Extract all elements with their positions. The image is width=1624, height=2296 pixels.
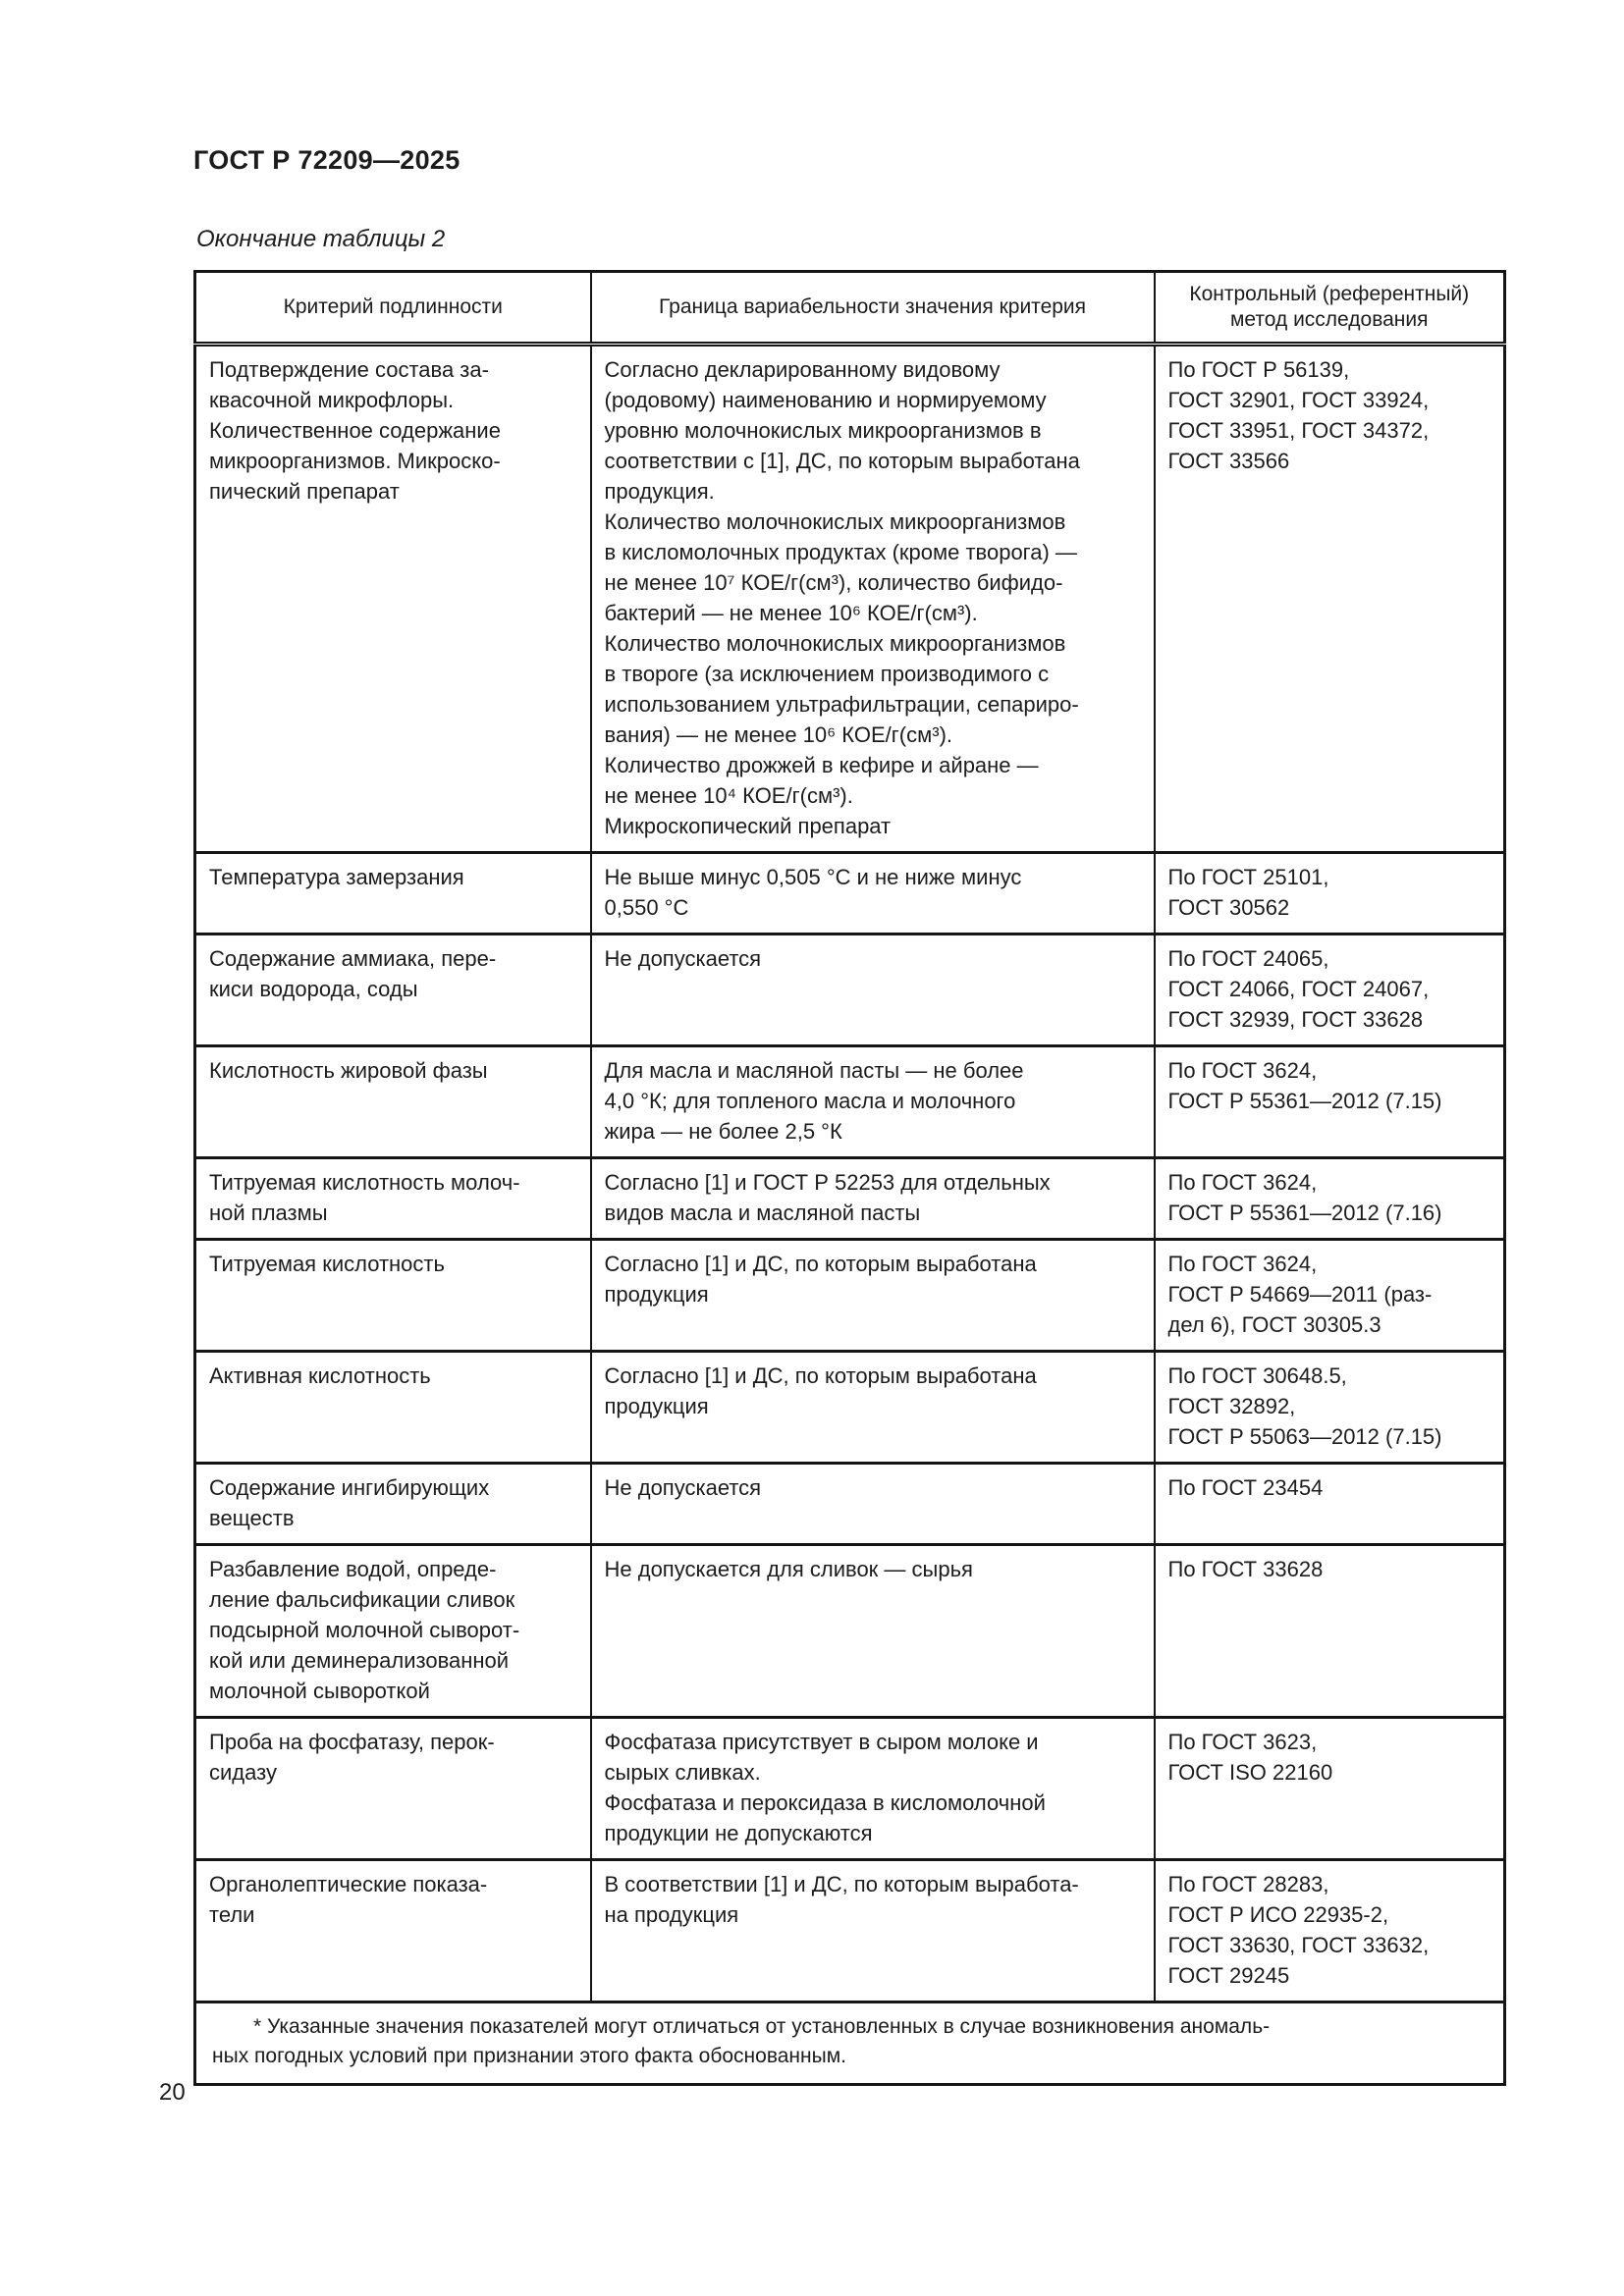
table-row: Титруемая кислотность молоч- ной плазмы … [193,1156,1506,1241]
cell-method: По ГОСТ 3624, ГОСТ Р 55361—2012 (7.15) [1153,1044,1506,1159]
cell-method: По ГОСТ 3624, ГОСТ Р 54669—2011 (раз- де… [1153,1238,1506,1353]
cell-limit: Не выше минус 0,505 °С и не ниже минус 0… [589,851,1156,935]
cell-method: По ГОСТ 3624, ГОСТ Р 55361—2012 (7.16) [1153,1156,1506,1241]
cell-method: По ГОСТ 30648.5, ГОСТ 32892, ГОСТ Р 5506… [1153,1350,1506,1465]
doc-designation: ГОСТ Р 72209—2025 [193,145,460,175]
col-header-method: Контрольный (референтный) метод исследов… [1153,270,1506,347]
cell-method: По ГОСТ 25101, ГОСТ 30562 [1153,851,1506,935]
table-row: Температура замерзания Не выше минус 0,5… [193,851,1506,935]
table-row: Органолептические показа- тели В соответ… [193,1858,1506,2003]
table-row: Титруемая кислотность Согласно [1] и ДС,… [193,1238,1506,1353]
table-header-row: Критерий подлинности Граница вариабельно… [193,270,1506,347]
table-footnote: * Указанные значения показателей могут о… [193,2001,1506,2086]
table-row: Разбавление водой, опреде- ление фальсиф… [193,1543,1506,1719]
col-header-limit: Граница вариабельности значения критерия [589,270,1156,347]
cell-criterion: Разбавление водой, опреде- ление фальсиф… [193,1543,592,1719]
table-row: Проба на фосфатазу, перок- сидазу Фосфат… [193,1716,1506,1861]
cell-criterion: Титруемая кислотность [193,1238,592,1353]
cell-criterion: Подтверждение состава за- квасочной микр… [193,343,592,854]
cell-limit: Согласно [1] и ДС, по которым выработана… [589,1350,1156,1465]
cell-method: По ГОСТ Р 56139, ГОСТ 32901, ГОСТ 33924,… [1153,343,1506,854]
cell-limit: Согласно [1] и ДС, по которым выработана… [589,1238,1156,1353]
cell-criterion: Содержание аммиака, пере- киси водорода,… [193,933,592,1047]
table-footnote-row: * Указанные значения показателей могут о… [193,2001,1506,2086]
col-header-criterion: Критерий подлинности [193,270,592,347]
table-row: Содержание аммиака, пере- киси водорода,… [193,933,1506,1047]
cell-limit: Не допускается [589,1462,1156,1546]
cell-method: По ГОСТ 28283, ГОСТ Р ИСО 22935-2, ГОСТ … [1153,1858,1506,2003]
cell-criterion: Содержание ингибирующих веществ [193,1462,592,1546]
table-row: Активная кислотность Согласно [1] и ДС, … [193,1350,1506,1465]
table-2: Критерий подлинности Граница вариабельно… [193,270,1506,2086]
cell-method: По ГОСТ 33628 [1153,1543,1506,1719]
cell-limit: Фосфатаза присутствует в сыром молоке и … [589,1716,1156,1861]
cell-limit: В соответствии [1] и ДС, по которым выра… [589,1858,1156,2003]
cell-criterion: Органолептические показа- тели [193,1858,592,2003]
table-row: Подтверждение состава за- квасочной микр… [193,343,1506,854]
cell-limit: Не допускается для сливок — сырья [589,1543,1156,1719]
cell-criterion: Кислотность жировой фазы [193,1044,592,1159]
cell-criterion: Температура замерзания [193,851,592,935]
cell-criterion: Проба на фосфатазу, перок- сидазу [193,1716,592,1861]
page-number: 20 [159,2079,186,2106]
cell-method: По ГОСТ 3623, ГОСТ ISO 22160 [1153,1716,1506,1861]
cell-limit: Для масла и масляной пасты — не более 4,… [589,1044,1156,1159]
table-row: Содержание ингибирующих веществ Не допус… [193,1462,1506,1546]
cell-limit: Согласно декларированному видовому (родо… [589,343,1156,854]
cell-criterion: Титруемая кислотность молоч- ной плазмы [193,1156,592,1241]
cell-method: По ГОСТ 24065, ГОСТ 24066, ГОСТ 24067, Г… [1153,933,1506,1047]
cell-limit: Не допускается [589,933,1156,1047]
cell-criterion: Активная кислотность [193,1350,592,1465]
table-row: Кислотность жировой фазы Для масла и мас… [193,1044,1506,1159]
cell-method: По ГОСТ 23454 [1153,1462,1506,1546]
table-caption: Окончание таблицы 2 [196,226,446,252]
cell-limit: Согласно [1] и ГОСТ Р 52253 для отдельны… [589,1156,1156,1241]
